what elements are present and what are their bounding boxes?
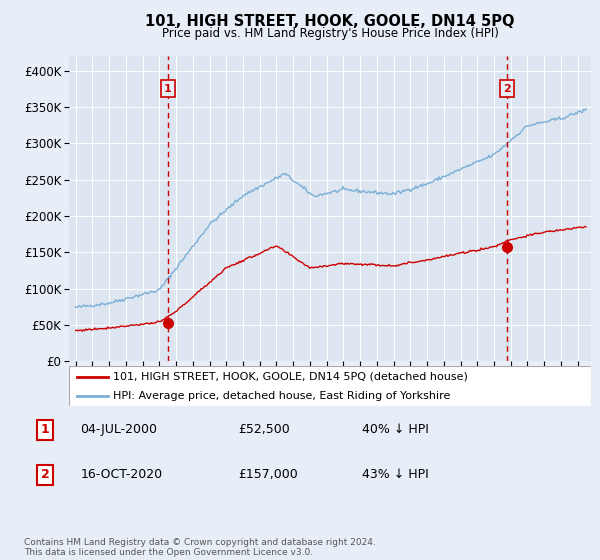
Text: 04-JUL-2000: 04-JUL-2000	[80, 423, 157, 436]
Text: 16-OCT-2020: 16-OCT-2020	[80, 468, 163, 482]
Text: 101, HIGH STREET, HOOK, GOOLE, DN14 5PQ (detached house): 101, HIGH STREET, HOOK, GOOLE, DN14 5PQ …	[113, 372, 468, 381]
Text: 40% ↓ HPI: 40% ↓ HPI	[362, 423, 429, 436]
Text: 43% ↓ HPI: 43% ↓ HPI	[362, 468, 429, 482]
Text: 101, HIGH STREET, HOOK, GOOLE, DN14 5PQ: 101, HIGH STREET, HOOK, GOOLE, DN14 5PQ	[145, 14, 515, 29]
Text: Contains HM Land Registry data © Crown copyright and database right 2024.
This d: Contains HM Land Registry data © Crown c…	[24, 538, 376, 557]
Text: 2: 2	[503, 83, 511, 94]
Text: HPI: Average price, detached house, East Riding of Yorkshire: HPI: Average price, detached house, East…	[113, 391, 451, 401]
Text: 1: 1	[41, 423, 50, 436]
Text: Price paid vs. HM Land Registry's House Price Index (HPI): Price paid vs. HM Land Registry's House …	[161, 27, 499, 40]
Text: 1: 1	[164, 83, 172, 94]
Text: 2: 2	[41, 468, 50, 482]
Text: £52,500: £52,500	[238, 423, 290, 436]
Text: £157,000: £157,000	[238, 468, 298, 482]
